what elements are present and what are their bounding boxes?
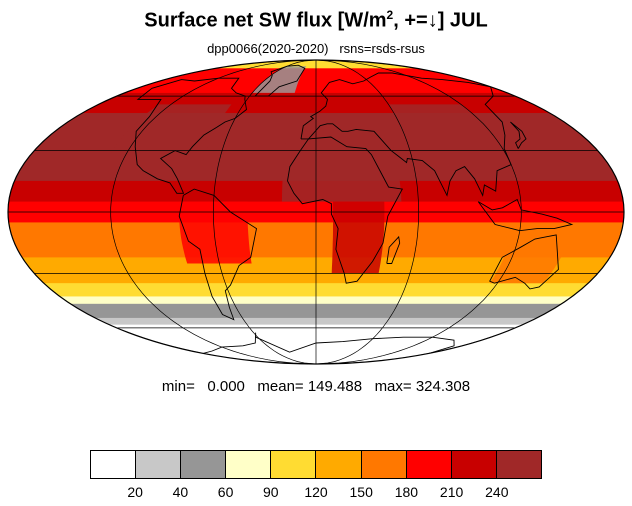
colorbar-tick-label: 90 xyxy=(263,484,279,500)
colorbar-box xyxy=(136,451,182,478)
coast-south-america xyxy=(178,188,258,321)
coast-antarctica xyxy=(202,332,455,354)
colorbar-box xyxy=(451,451,497,478)
coast-greenland xyxy=(254,64,306,97)
colorbar-tick-label: 60 xyxy=(217,484,234,500)
colorbar-tick-label: 40 xyxy=(172,484,189,500)
colorbar-box xyxy=(226,451,272,478)
colorbar-tick-label: 120 xyxy=(304,484,328,500)
flux-region xyxy=(331,201,385,274)
title-superscript: 2 xyxy=(386,8,394,22)
flux-region xyxy=(106,104,232,161)
colorbar-tick-label: 150 xyxy=(349,484,373,500)
colorbar-box xyxy=(496,451,541,478)
coast-japan xyxy=(510,121,527,149)
flux-region xyxy=(252,66,307,93)
colorbar-tick-labels: 20 40 60 90 120 150 180 210 240 xyxy=(0,484,632,504)
map-title: Surface net SW flux [W/m2, +=↓] JUL xyxy=(0,8,632,33)
map-subtitle: dpp0066(2020-2020) rsns=rsds-rsus xyxy=(207,41,425,56)
flux-region xyxy=(179,201,252,264)
coast-africa xyxy=(287,136,403,284)
colorbar-tick-label: 210 xyxy=(439,484,464,500)
colorbar-box xyxy=(406,451,452,478)
colorbar-box xyxy=(91,451,137,478)
title-main: Surface net SW flux [W/m xyxy=(144,9,387,32)
coast-indonesia xyxy=(477,198,574,232)
colorbar-tick-label: 180 xyxy=(394,484,419,500)
flux-region xyxy=(281,140,402,202)
coast-north-america xyxy=(134,77,247,194)
colorbar-box xyxy=(361,451,407,478)
title-rest: , +=↓] JUL xyxy=(393,9,488,32)
colorbar-box xyxy=(181,451,227,478)
coast-madagascar xyxy=(386,235,401,264)
colorbar-box xyxy=(316,451,362,478)
colorbar-box xyxy=(271,451,317,478)
map-border xyxy=(7,59,625,365)
statistics-line: min= 0.000 mean= 149.488 max= 324.308 xyxy=(161,378,471,395)
colorbar-tick-label: 240 xyxy=(485,484,509,500)
colorbar-tick-label: 20 xyxy=(127,484,143,500)
colorbar xyxy=(90,450,542,479)
